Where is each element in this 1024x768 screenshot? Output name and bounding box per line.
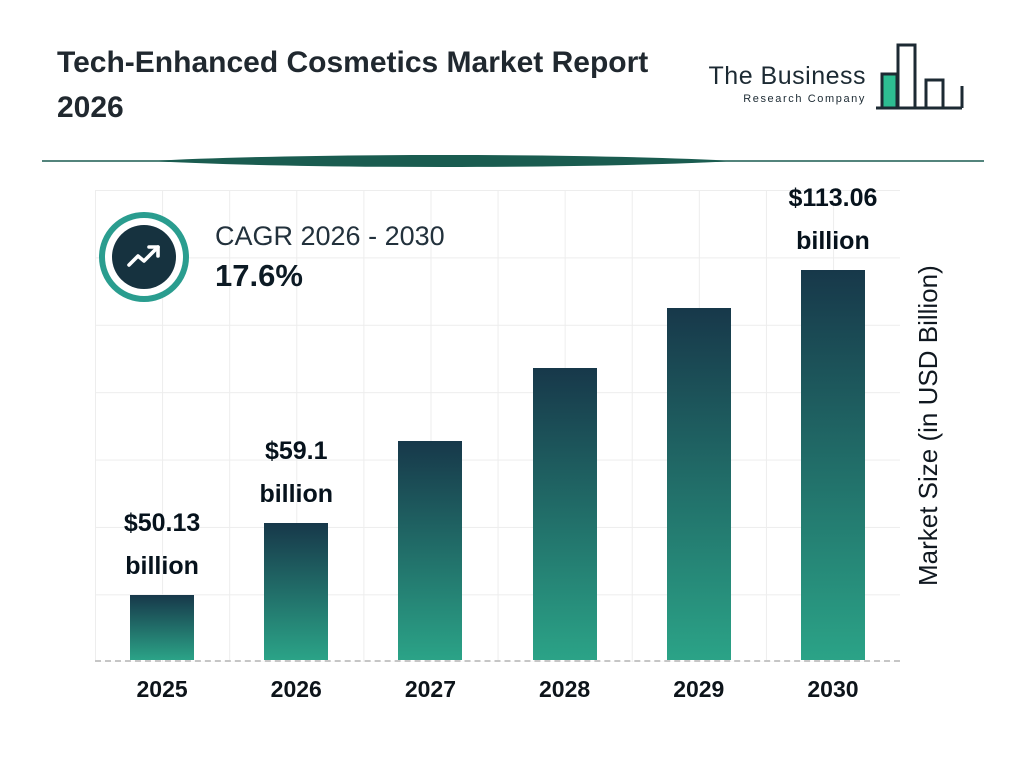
bar-2028 [532,368,597,660]
bar-column-2026: $59.1 billion [229,430,363,660]
x-axis-label-2028: 2028 [539,676,591,702]
company-subname: Research Company [743,93,866,105]
bar-column-2028 [498,368,632,660]
bar-value-label-2026: $59.1 billion [259,437,334,508]
bar-column-2030: $113.06 billion [766,177,900,660]
bar-column-2027 [363,441,497,660]
page-title: Tech-Enhanced Cosmetics Market Report 20… [57,40,737,130]
x-axis-label-2027: 2027 [404,676,457,702]
page-title-line2: 2026 [57,91,124,124]
company-name: The Business [708,62,866,90]
x-axis-label-2029: 2029 [673,676,725,702]
trending-up-icon [112,225,176,289]
bar-2029 [666,308,731,660]
bar-chart: $50.13 billion $59.1 billion $113.06 billion … [95,184,900,662]
x-axis-label-2030: 2030 [807,676,859,702]
bar-2030 [800,270,865,660]
bar-value-label-2030: $113.06 billion [788,184,878,255]
bar-value-label-2025: $50.13 billion [123,509,201,580]
x-axis-labels: 2025 2026 2027 2028 2029 2030 [95,676,900,703]
bars-row: $50.13 billion $59.1 billion $113.06 billion [95,184,900,660]
cagr-text: CAGR 2026 - 2030 17.6% [215,221,445,294]
cagr-value: 17.6% [215,257,303,293]
bar-2027 [398,441,463,660]
bar-chart-logo-icon [874,40,966,125]
cagr-badge: CAGR 2026 - 2030 17.6% [99,212,445,302]
divider [0,150,1024,172]
bar-column-2025: $50.13 billion [95,502,229,660]
company-logo: The Business Research Company [709,40,966,125]
bar-2026 [264,523,329,660]
company-logo-text: The Business Research Company [709,62,866,105]
page-title-line1: Tech-Enhanced Cosmetics Market Report [57,46,649,79]
cagr-ring [99,212,189,302]
x-axis-label-2025: 2025 [136,676,188,702]
x-axis-label-2026: 2026 [270,676,322,702]
y-axis-label: Market Size (in USD Billion) [913,265,943,587]
cagr-label: CAGR 2026 - 2030 [215,220,445,251]
bar-column-2029 [632,308,766,660]
bar-2025 [130,595,195,660]
